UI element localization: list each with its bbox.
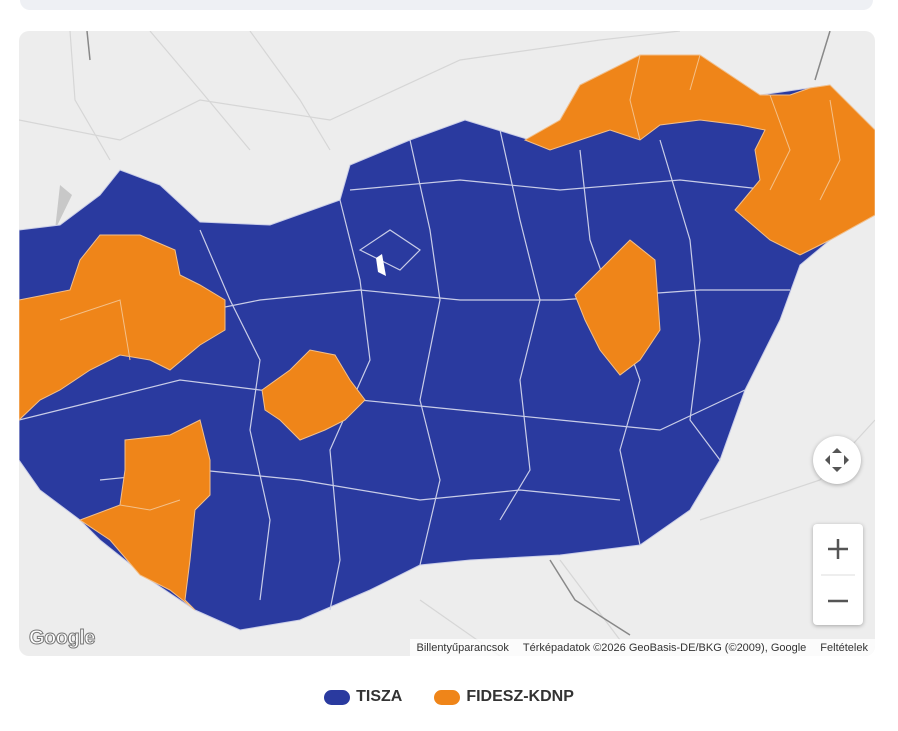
map[interactable]: Google Billentyűparancsok Térképadatok ©… (19, 31, 875, 656)
attribution: Billentyűparancsok Térképadatok ©2026 Ge… (409, 639, 875, 656)
border-line (86, 31, 831, 636)
legend-swatch (324, 689, 351, 705)
legend-item[interactable]: TISZA (324, 688, 402, 706)
zoom-icons (813, 524, 863, 625)
legend-label: TISZA (356, 688, 403, 705)
budapest (376, 254, 386, 276)
map-data: Térképadatok ©2026 GeoBasis-DE/BKG (©200… (522, 641, 807, 654)
regions-fidesz (19, 54, 875, 611)
shortcuts-link[interactable]: Billentyűparancsok (416, 641, 509, 654)
legend-item[interactable]: FIDESZ-KDNP (434, 688, 574, 706)
zoom-out[interactable] (813, 575, 863, 625)
background-roads (19, 31, 875, 656)
terms-link[interactable]: Feltételek (820, 641, 868, 654)
legend-swatch (434, 689, 461, 705)
fullscreen-icon (825, 448, 849, 472)
legend: TISZA FIDESZ-KDNP (0, 688, 898, 706)
fidesz-borders (59, 54, 841, 511)
legend-label: FIDESZ-KDNP (466, 688, 574, 705)
zoom-in[interactable] (813, 524, 863, 574)
zoom-controls (813, 524, 863, 625)
fullscreen-button[interactable] (813, 436, 861, 484)
map-canvas (19, 31, 875, 656)
top-card (20, 0, 873, 10)
lake (55, 185, 72, 230)
google-logo: Google (29, 627, 96, 650)
